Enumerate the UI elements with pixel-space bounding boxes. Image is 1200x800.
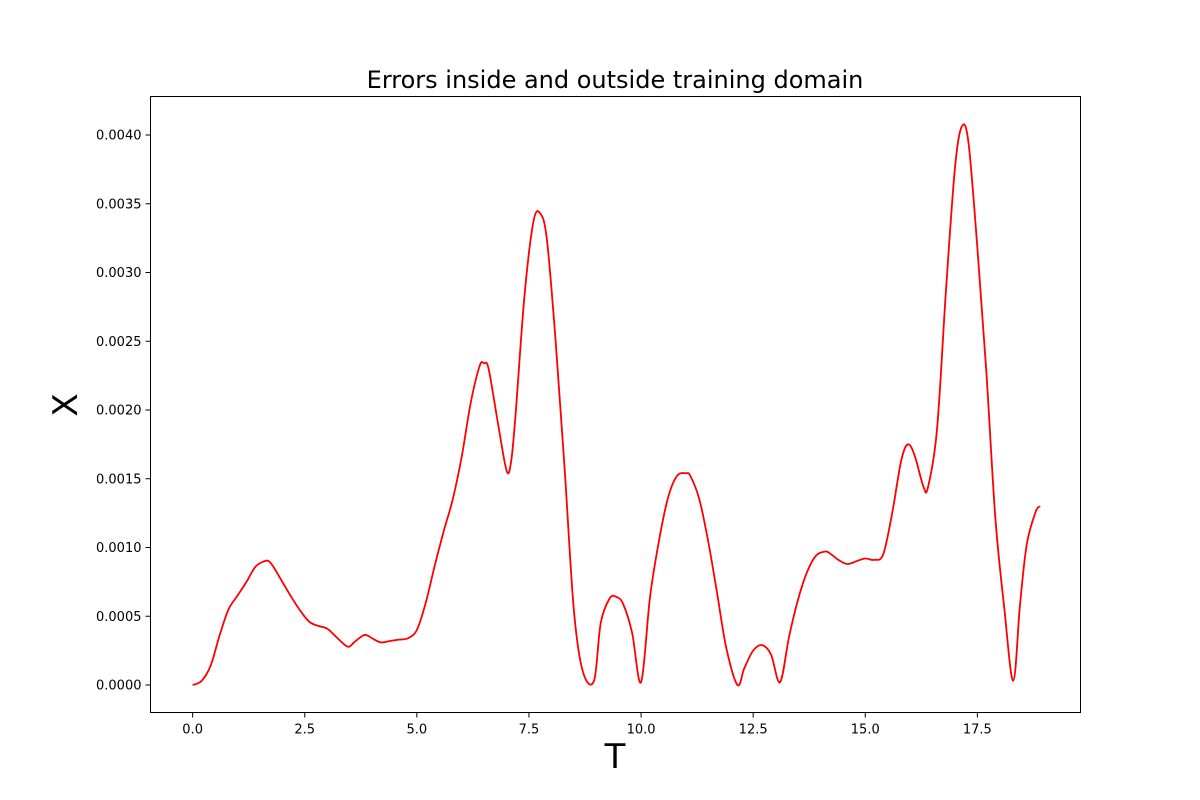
plot-area <box>150 96 1081 713</box>
x-tick-label: 12.5 <box>739 723 768 738</box>
y-tick-label: 0.0005 <box>96 610 142 625</box>
y-tick-label: 0.0010 <box>96 541 142 556</box>
y-tick-label: 0.0000 <box>96 679 142 694</box>
x-axis-label: T <box>604 737 626 777</box>
y-tick-label: 0.0040 <box>96 129 142 144</box>
y-tick-label: 0.0035 <box>96 197 142 212</box>
plot-frame <box>150 96 1081 713</box>
y-tick-label: 0.0020 <box>96 404 142 419</box>
x-tick-label: 10.0 <box>627 723 656 738</box>
y-axis-label: X <box>46 393 86 416</box>
x-tick-label: 7.5 <box>519 723 540 738</box>
chart-title: Errors inside and outside training domai… <box>367 66 864 94</box>
x-tick-label: 0.0 <box>182 723 203 738</box>
y-tick-label: 0.0025 <box>96 335 142 350</box>
x-tick-label: 15.0 <box>851 723 880 738</box>
series-line <box>192 123 1041 687</box>
x-tick-label: 2.5 <box>294 723 315 738</box>
y-tick-label: 0.0015 <box>96 472 142 487</box>
y-tick-label: 0.0030 <box>96 266 142 281</box>
x-tick-label: 5.0 <box>407 723 428 738</box>
y-axis: 0.0000 0.0005 0.0010 0.0015 0.0020 0.0025 0.00… <box>96 129 151 694</box>
x-tick-label: 17.5 <box>963 723 992 738</box>
x-axis: 0.0 2.5 5.0 7.5 10.0 12.5 15.0 17.5 <box>182 712 992 738</box>
